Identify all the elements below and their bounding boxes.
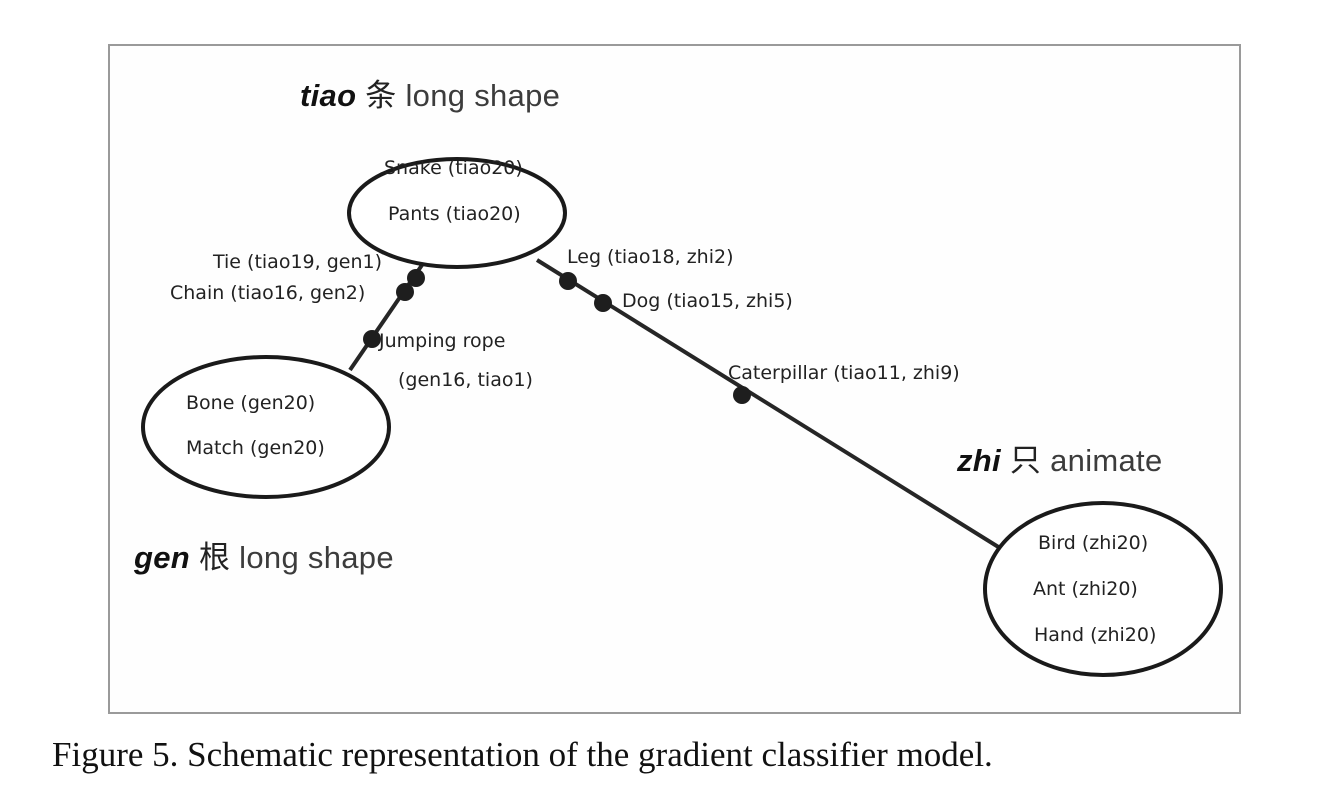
dog-node [594,294,612,312]
zhi-member-ant: Ant (zhi20) [1033,578,1138,600]
figure-caption: Figure 5. Schematic representation of th… [52,735,993,774]
tiao-character: 条 [365,78,397,113]
zhi-member-bird: Bird (zhi20) [1038,532,1149,554]
zhi-member-hand: Hand (zhi20) [1034,624,1157,646]
caterpillar-node [733,386,751,404]
leg-node [559,272,577,290]
leg-label: Leg (tiao18, zhi2) [567,246,734,268]
zhi-classifier: zhi [957,443,1001,478]
gen-member-bone: Bone (gen20) [186,392,316,414]
gen-classifier: gen [134,540,191,575]
tiao-meaning: long shape [405,78,561,113]
chain-node [396,283,414,301]
tiao-zhi-connector [535,258,1002,550]
tiao-member-snake: Snake (tiao20) [384,157,523,179]
tie-node [407,269,425,287]
zhi-title: zhi 只 animate [957,435,1163,480]
zhi-meaning: animate [1050,443,1163,478]
tiao-classifier: tiao [300,78,357,113]
gen-meaning: long shape [239,540,394,575]
zhi-character: 只 [1009,443,1042,478]
chain-label: Chain (tiao16, gen2) [170,282,366,304]
tiao-member-pants: Pants (tiao20) [388,203,521,225]
dog-label: Dog (tiao15, zhi5) [622,290,793,312]
tiao-category-ellipse [347,157,567,269]
zhi-category-ellipse [983,501,1223,677]
jumping-rope-node [363,330,381,348]
gen-member-match: Match (gen20) [186,437,325,459]
gen-title: gen 根 long shape [134,532,394,577]
jumping-rope-sublabel: (gen16, tiao1) [398,369,533,391]
tie-label: Tie (tiao19, gen1) [213,251,382,273]
gen-category-ellipse [141,355,391,499]
caterpillar-label: Caterpillar (tiao11, zhi9) [728,362,960,384]
gen-character: 根 [198,540,231,575]
jumping-rope-label: Jumping rope [379,330,506,352]
tiao-title: tiao 条 long shape [300,70,560,115]
